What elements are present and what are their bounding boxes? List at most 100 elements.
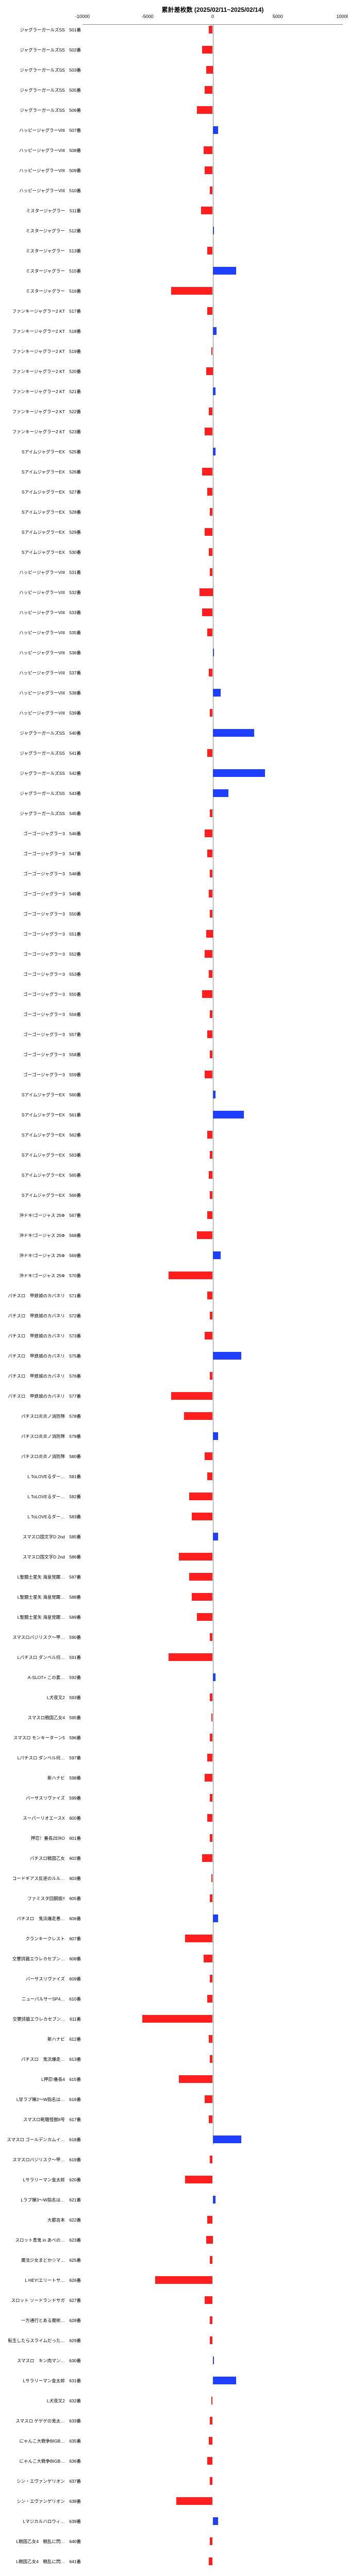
chart-row: ミスタージャグラー 516番 <box>82 286 343 296</box>
bar <box>142 2015 212 2023</box>
row-label: SアイムジャグラーEX 565番 <box>4 1172 82 1178</box>
row-label: ゴーゴージャグラー3 552番 <box>4 951 82 957</box>
bar <box>207 1211 212 1219</box>
row-label: シン・エヴァンゲリオン 638番 <box>4 2498 82 2504</box>
row-label: パチスロ 甲鉄城のカバネリ 571番 <box>4 1293 82 1299</box>
row-label: L戦国乙女4 戦乱に閃… 641番 <box>4 2558 82 2565</box>
bar <box>205 829 212 837</box>
chart-row: パチスロ 甲鉄城のカバネリ 571番 <box>82 1291 343 1301</box>
bar <box>210 809 212 817</box>
bar <box>197 1231 212 1239</box>
row-label: にゃんこ大戦争BIGB… 636番 <box>4 2458 82 2464</box>
x-axis: -10000-50000500010000 <box>82 14 343 24</box>
row-label: SアイムジャグラーEX 560番 <box>4 1092 82 1098</box>
bar <box>207 749 212 757</box>
bar <box>210 1372 212 1380</box>
row-label: ジャグラーガールズSS 503番 <box>4 67 82 73</box>
chart-title: 累計差枚数 (2025/02/11~2025/02/14) <box>82 5 343 14</box>
chart-row: ハッピージャグラーVIII 532番 <box>82 587 343 598</box>
row-label: スロット ソードランドサガ 627番 <box>4 2297 82 2303</box>
bar <box>205 2095 212 2103</box>
bar <box>213 1091 216 1098</box>
bar <box>210 870 212 877</box>
chart-row: ゴーゴージャグラー3 548番 <box>82 869 343 879</box>
row-label: スーパーリオエースX 600番 <box>4 1815 82 1821</box>
bar <box>185 2176 212 2183</box>
chart-row: パチスロ 甲鉄城のカバネリ 576番 <box>82 1371 343 1381</box>
row-label: 転生したらスライムだった… 629番 <box>4 2337 82 2344</box>
chart-row: バーサスリヴァイズ 599番 <box>82 1793 343 1803</box>
row-label: ジャグラーガールズSS 540番 <box>4 730 82 736</box>
row-label: 沖ドキ!ゴージャス 25Φ 567番 <box>4 1212 82 1218</box>
bar <box>210 1734 212 1741</box>
bar <box>207 307 212 315</box>
row-label: 新ハナビ 598番 <box>4 1775 82 1781</box>
bar <box>209 970 213 978</box>
row-label: Lラブ嬢3～W指名は… 621番 <box>4 2197 82 2203</box>
chart-row: ジャグラーガールズSS 545番 <box>82 808 343 819</box>
chart-row: ファンキージャグラー2 KT 521番 <box>82 386 343 397</box>
row-label: 沖ドキ!ゴージャス 25Φ 570番 <box>4 1273 82 1279</box>
row-label: ファンキージャグラー2 KT 520番 <box>4 368 82 375</box>
bar <box>200 588 212 596</box>
bar <box>210 2477 212 2485</box>
bar <box>206 367 213 375</box>
chart-row: SアイムジャグラーEX 561番 <box>82 1110 343 1120</box>
bar <box>213 689 221 697</box>
row-label: パチスロ 甲鉄城のカバネリ 573番 <box>4 1333 82 1339</box>
row-label: パチスロ炎炎ノ消防隊 579番 <box>4 1433 82 1439</box>
chart-row: ハッピージャグラーVIII 538番 <box>82 688 343 698</box>
chart-row: ゴーゴージャグラー3 552番 <box>82 949 343 959</box>
bar <box>210 568 212 576</box>
row-label: ゴーゴージャグラー3 546番 <box>4 831 82 837</box>
row-label: 魔法少女まどか☆マ… 625番 <box>4 2257 82 2263</box>
row-label: ジャグラーガールズSS 502番 <box>4 47 82 53</box>
row-label: SアイムジャグラーEX 528番 <box>4 509 82 515</box>
bar <box>209 1171 213 1179</box>
chart-row: ゴーゴージャグラー3 555番 <box>82 989 343 999</box>
chart-row: ファンキージャグラー2 KT 523番 <box>82 427 343 437</box>
bar <box>205 166 212 174</box>
chart-row: 交響詩篇エウレカセブン… 608番 <box>82 1954 343 1964</box>
row-label: バーサスリヴァイズ 609番 <box>4 1976 82 1982</box>
row-label: ファミスタ回胴版!! 605番 <box>4 1895 82 1902</box>
chart-row: ハッピージャグラーVIII 537番 <box>82 668 343 678</box>
row-label: ミスタージャグラー 511番 <box>4 208 82 214</box>
chart-row: ファンキージャグラー2 KT 517番 <box>82 306 343 316</box>
bar <box>202 990 212 998</box>
bar <box>205 950 212 958</box>
bar <box>207 1814 212 1822</box>
chart-row: ファミスタ回胴版!! 605番 <box>82 1893 343 1904</box>
chart-row: ジャグラーガールズSS 542番 <box>82 768 343 778</box>
bar <box>207 2216 212 2224</box>
bar <box>213 1914 218 1922</box>
chart-row: シン・エヴァンゲリオン 637番 <box>82 2476 343 2486</box>
chart-row: ジャグラーガールズSS 505番 <box>82 85 343 95</box>
chart-row: ゴーゴージャグラー3 546番 <box>82 828 343 839</box>
row-label: ハッピージャグラーVIII 536番 <box>4 650 82 656</box>
row-label: スマスロ国文字D 2nd 585番 <box>4 1534 82 1540</box>
row-label: ファンキージャグラー2 KT 519番 <box>4 348 82 354</box>
row-label: 押忍！番長ZERO 601番 <box>4 1835 82 1841</box>
row-label: 交響詩篇エウレカセブン… 608番 <box>4 1956 82 1962</box>
bar <box>211 1874 213 1882</box>
chart-row: SアイムジャグラーEX 565番 <box>82 1170 343 1180</box>
x-tick: 5000 <box>273 14 283 19</box>
row-label: スマスロ ゴールデンカムイ… 618番 <box>4 2137 82 2143</box>
chart-row: スマスロ ゴールデンカムイ… 618番 <box>82 2134 343 2145</box>
bar <box>179 1553 213 1561</box>
bar <box>207 488 212 496</box>
bar <box>202 468 212 476</box>
chart-row: パチスロ 甲鉄城のカバネリ 572番 <box>82 1311 343 1321</box>
bar <box>210 709 212 717</box>
bar <box>210 1633 212 1641</box>
chart-row: ファンキージャグラー2 KT 522番 <box>82 406 343 417</box>
row-label: ジャグラーガールズSS 542番 <box>4 770 82 776</box>
row-label: SアイムジャグラーEX 530番 <box>4 549 82 555</box>
chart-row: SアイムジャグラーEX 526番 <box>82 467 343 477</box>
chart-row: パチスロ 甲鉄城のカバネリ 577番 <box>82 1391 343 1401</box>
row-label: ファンキージャグラー2 KT 517番 <box>4 308 82 314</box>
row-label: ハッピージャグラーVIII 537番 <box>4 670 82 676</box>
chart-row: 沖ドキ!ゴージャス 25Φ 568番 <box>82 1230 343 1241</box>
bar <box>169 1653 213 1661</box>
